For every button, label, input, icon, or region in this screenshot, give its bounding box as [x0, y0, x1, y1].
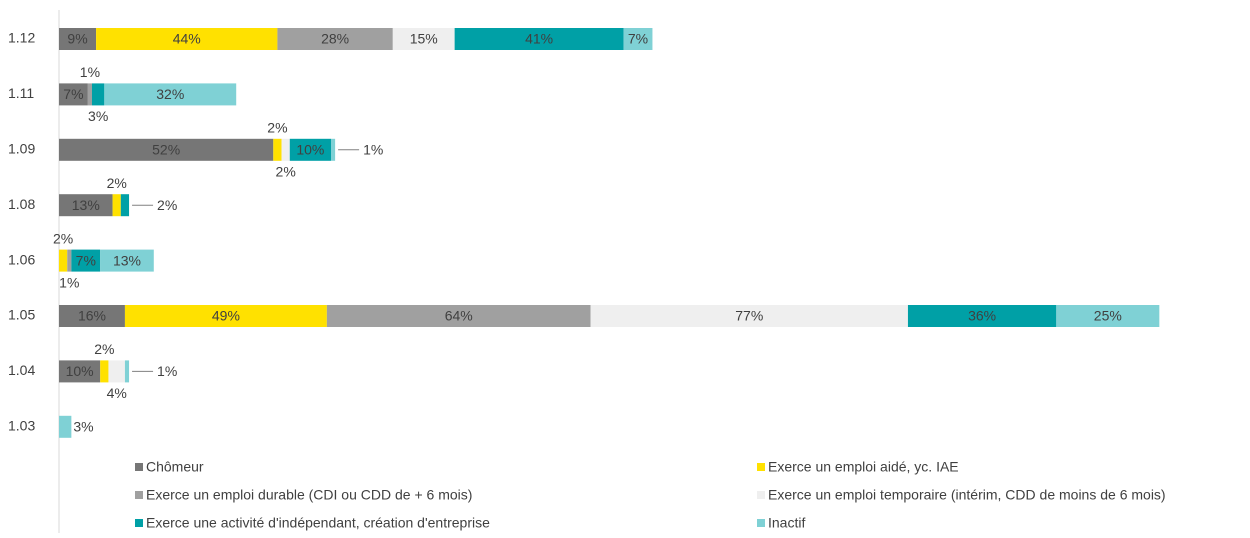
data-label: 1%: [363, 142, 383, 158]
legend-swatch: [757, 519, 765, 527]
data-label: 2%: [157, 197, 177, 213]
data-label: 3%: [73, 419, 93, 435]
y-tick-label: 1.06: [8, 251, 35, 267]
bar-segment: [330, 138, 336, 161]
data-label: 7%: [76, 252, 96, 268]
bar-segment: [59, 28, 97, 50]
data-label: 25%: [1094, 308, 1122, 324]
y-tick-label: 1.04: [8, 362, 35, 378]
y-tick-label: 1.09: [8, 141, 35, 157]
bar-segment: [392, 28, 455, 50]
bar-segment: [100, 249, 154, 272]
legend-label: Exerce une activité d'indépendant, créat…: [146, 515, 490, 531]
data-label: 10%: [296, 142, 324, 158]
bar-segment: [124, 305, 327, 327]
legend-swatch: [757, 491, 765, 499]
legend-swatch: [757, 463, 765, 471]
bar-segment: [87, 83, 92, 106]
legend-label: Chômeur: [146, 459, 204, 475]
data-label: 28%: [321, 31, 349, 47]
bar-segment: [91, 83, 105, 106]
bar-segment: [59, 83, 88, 106]
bar-segment: [281, 138, 290, 161]
data-label: 3%: [88, 108, 108, 124]
bar-segment: [71, 249, 101, 272]
bar-segment: [277, 28, 393, 50]
data-label: 49%: [212, 308, 240, 324]
data-label: 7%: [63, 86, 83, 102]
data-label: 9%: [67, 31, 87, 47]
legend-label: Exerce un emploi aidé, yc. IAE: [768, 459, 959, 475]
bar-segment: [59, 415, 72, 438]
data-label: 10%: [66, 363, 94, 379]
bar-segment: [1056, 305, 1160, 327]
legend-swatch: [135, 463, 143, 471]
bar-segment: [623, 28, 653, 50]
y-tick-label: 1.03: [8, 418, 35, 434]
y-tick-label: 1.08: [8, 196, 35, 212]
data-label: 13%: [113, 252, 141, 268]
data-label: 16%: [78, 308, 106, 324]
bar-segment: [104, 83, 237, 106]
legend-label: Exerce un emploi durable (CDI ou CDD de …: [146, 487, 472, 503]
data-label: 2%: [53, 230, 73, 246]
data-label: 44%: [173, 31, 201, 47]
data-label: 15%: [410, 31, 438, 47]
bar-segment: [289, 138, 331, 161]
data-label: 4%: [107, 385, 127, 401]
data-label: 41%: [525, 31, 553, 47]
bar-segment: [59, 194, 113, 217]
data-label: 7%: [628, 31, 648, 47]
bar-segment: [124, 360, 130, 383]
data-label: 1%: [80, 64, 100, 80]
data-label: 64%: [445, 308, 473, 324]
bar-segment: [96, 28, 278, 50]
data-label: 2%: [107, 175, 127, 191]
data-label: 36%: [968, 308, 996, 324]
data-label: 13%: [72, 197, 100, 213]
y-tick-label: 1.05: [8, 307, 35, 323]
legend-swatch: [135, 519, 143, 527]
legend-label: Exerce un emploi temporaire (intérim, CD…: [768, 487, 1166, 503]
bar-segment: [907, 305, 1057, 327]
bar-segment: [67, 249, 72, 272]
bar-segment: [112, 194, 121, 217]
data-label: 32%: [156, 86, 184, 102]
data-label: 2%: [94, 341, 114, 357]
data-label: 52%: [152, 142, 180, 158]
bar-segment: [454, 28, 624, 50]
bar-segment: [273, 138, 282, 161]
bar-segment: [59, 249, 68, 272]
data-label: 2%: [267, 120, 287, 136]
data-label: 1%: [59, 274, 79, 290]
bar-segment: [108, 360, 125, 383]
bar-segment: [59, 305, 125, 327]
bar-segment: [100, 360, 109, 383]
data-label: 2%: [276, 164, 296, 180]
bar-segment: [120, 194, 130, 217]
legend-swatch: [135, 491, 143, 499]
y-tick-label: 1.12: [8, 30, 35, 46]
bar-segment: [59, 138, 274, 161]
legend-label: Inactif: [768, 515, 805, 531]
y-tick-label: 1.11: [8, 85, 34, 101]
bar-segment: [590, 305, 908, 327]
bar-segment: [326, 305, 591, 327]
bar-segment: [59, 360, 101, 383]
data-label: 1%: [157, 363, 177, 379]
data-label: 77%: [735, 308, 763, 324]
